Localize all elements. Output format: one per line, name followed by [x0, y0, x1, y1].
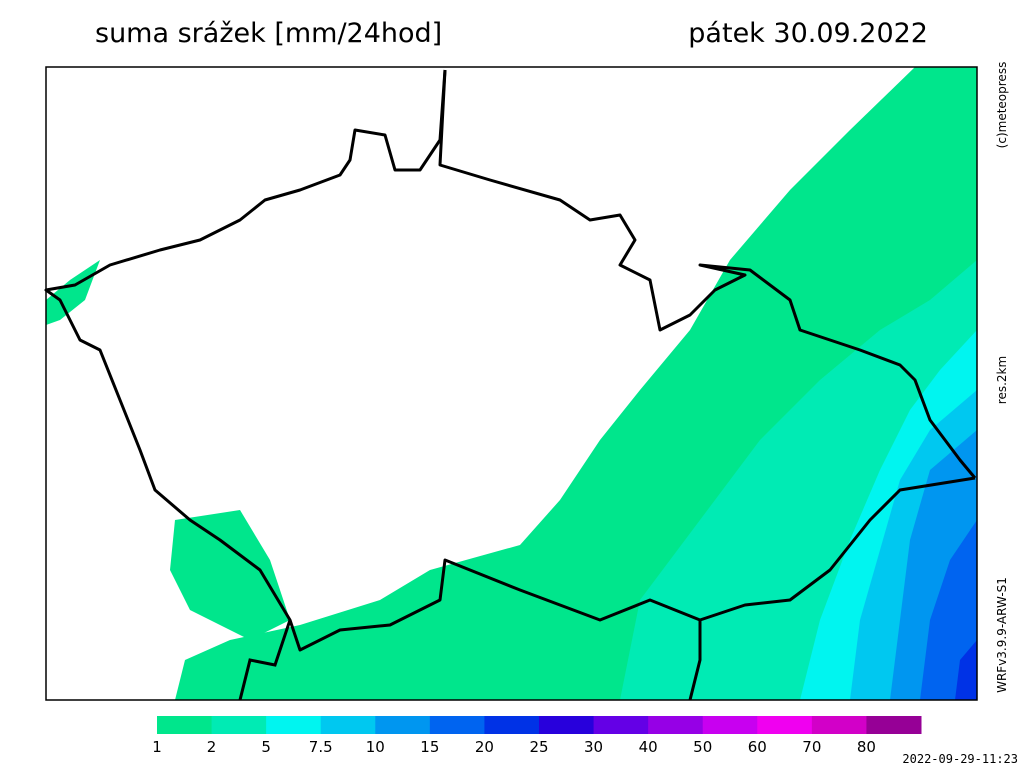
legend-swatch	[157, 716, 213, 734]
legend-label: 5	[261, 738, 271, 756]
copyright-label: (c)meteopress	[995, 62, 1009, 149]
legend-label: 25	[529, 738, 548, 756]
legend-label: 7.5	[309, 738, 333, 756]
precip-area	[920, 520, 977, 700]
legend-swatch	[429, 716, 485, 734]
legend-label: 50	[693, 738, 712, 756]
country-border	[688, 476, 976, 701]
legend-swatch	[320, 716, 376, 734]
precip-area	[955, 640, 977, 700]
country-border	[438, 69, 977, 479]
legend-label: 80	[857, 738, 876, 756]
legend-swatch	[211, 716, 267, 734]
legend-label: 20	[475, 738, 494, 756]
legend-swatch	[648, 716, 704, 734]
country-border	[238, 619, 292, 701]
precip-area	[46, 260, 100, 325]
map-frame	[45, 66, 978, 701]
legend-label: 40	[639, 738, 658, 756]
legend-label: 70	[802, 738, 821, 756]
country-border	[44, 69, 701, 652]
legend-swatch	[866, 716, 922, 734]
timestamp: 2022-09-29-11:23	[902, 752, 1018, 766]
precip-fields	[46, 67, 977, 700]
legend-swatch	[484, 716, 540, 734]
legend-label: 15	[420, 738, 439, 756]
resolution-label: res.2km	[995, 356, 1009, 404]
color-legend: 1 2 5 7.5 10 15 20 25 30 40 50 60 70 80	[152, 716, 922, 756]
legend-label: 1	[152, 738, 162, 756]
legend-label: 30	[584, 738, 603, 756]
legend-label: 2	[207, 738, 217, 756]
map-date: pátek 30.09.2022	[688, 18, 928, 49]
legend-swatch	[539, 716, 595, 734]
map-title: suma srážek [mm/24hod]	[95, 18, 442, 49]
legend-swatch	[811, 716, 867, 734]
precip-area	[170, 510, 290, 640]
model-label: WRFv3.9.9-ARW-S1	[995, 577, 1009, 693]
legend-label: 10	[366, 738, 385, 756]
legend-label: 60	[748, 738, 767, 756]
legend-swatch	[593, 716, 649, 734]
legend-swatch	[702, 716, 758, 734]
legend-swatch	[266, 716, 322, 734]
legend-swatch	[375, 716, 431, 734]
legend-swatch	[757, 716, 813, 734]
